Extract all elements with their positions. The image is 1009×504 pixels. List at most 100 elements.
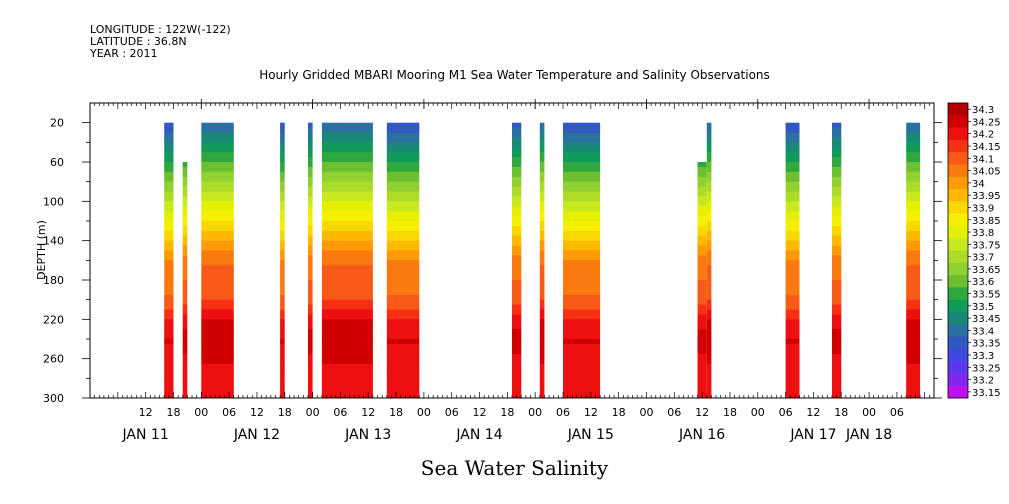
salinity-cell (785, 260, 800, 266)
salinity-cell (308, 304, 313, 310)
salinity-cell (906, 388, 921, 394)
salinity-cell (706, 388, 712, 394)
salinity-cell (706, 191, 712, 197)
salinity-cell (308, 319, 313, 325)
x-tick-label: 06 (445, 406, 459, 419)
salinity-cell (563, 221, 601, 227)
salinity-cell (563, 171, 601, 178)
salinity-cell (280, 157, 285, 163)
salinity-cell (512, 216, 522, 222)
colorbar-label: 33.35 (972, 339, 1001, 350)
salinity-cell (201, 235, 234, 242)
day-label: JAN 11 (122, 427, 169, 443)
data-segment (706, 122, 712, 399)
salinity-cell (563, 348, 601, 355)
salinity-cell (906, 363, 921, 369)
salinity-cell (321, 309, 373, 315)
salinity-cell (906, 137, 921, 143)
salinity-cell (785, 393, 800, 399)
salinity-cell (280, 363, 285, 369)
salinity-cell (201, 171, 234, 178)
salinity-cell (563, 245, 601, 251)
data-segment (539, 122, 545, 399)
salinity-cell (182, 368, 188, 374)
salinity-cell (906, 358, 921, 365)
salinity-cell (706, 216, 712, 222)
salinity-cell (539, 383, 545, 389)
salinity-cell (706, 289, 712, 296)
salinity-cell (280, 230, 285, 237)
salinity-cell (539, 166, 545, 173)
salinity-cell (539, 122, 545, 129)
salinity-cell (280, 314, 285, 320)
salinity-cell (386, 127, 420, 133)
salinity-cell (539, 358, 545, 365)
salinity-cell (201, 388, 234, 394)
y-tick-label: 20 (50, 117, 64, 130)
salinity-cell (563, 363, 601, 369)
salinity-cell (386, 142, 420, 148)
day-label: JAN 13 (344, 427, 391, 443)
salinity-cell (386, 378, 420, 384)
colorbar-swatch (948, 287, 968, 300)
salinity-cell (539, 280, 545, 286)
salinity-cell (321, 280, 373, 286)
salinity-cell (201, 284, 234, 291)
salinity-cell (906, 353, 921, 360)
salinity-cell (539, 329, 545, 335)
salinity-cell (386, 211, 420, 217)
salinity-cell (512, 284, 522, 291)
salinity-cell (280, 245, 285, 251)
salinity-cell (386, 383, 420, 389)
salinity-cell (308, 186, 313, 192)
salinity-cell (182, 378, 188, 384)
salinity-cell (164, 166, 174, 173)
salinity-cell (832, 152, 842, 158)
salinity-cell (706, 363, 712, 369)
salinity-cell (563, 373, 601, 379)
salinity-cell (697, 265, 707, 271)
salinity-cell (785, 230, 800, 237)
salinity-cell (321, 255, 373, 261)
salinity-cell (512, 339, 522, 345)
salinity-cell (164, 132, 174, 138)
salinity-cell (539, 368, 545, 374)
chart-title: Hourly Gridded MBARI Mooring M1 Sea Wate… (259, 68, 770, 82)
salinity-cell (164, 378, 174, 384)
salinity-cell (706, 319, 712, 325)
salinity-cell (386, 235, 420, 242)
data-segment (182, 162, 188, 399)
day-label: JAN 12 (233, 427, 280, 443)
salinity-cell (697, 186, 707, 192)
salinity-cell (321, 137, 373, 143)
salinity-cell (706, 373, 712, 379)
salinity-cell (832, 270, 842, 276)
salinity-cell (697, 358, 707, 365)
salinity-cell (512, 334, 522, 340)
salinity-cell (906, 245, 921, 251)
salinity-cell (386, 147, 420, 153)
salinity-cell (280, 299, 285, 306)
salinity-cell (563, 260, 601, 266)
salinity-cell (785, 255, 800, 261)
salinity-cell (164, 358, 174, 365)
salinity-cell (706, 166, 712, 173)
salinity-cell (280, 206, 285, 212)
salinity-cell (832, 304, 842, 310)
salinity-cell (182, 363, 188, 369)
salinity-cell (182, 334, 188, 340)
salinity-cell (832, 216, 842, 222)
colorbar-label: 34.1 (972, 154, 994, 165)
salinity-cell (182, 383, 188, 389)
x-tick-label: 00 (417, 406, 431, 419)
salinity-cell (697, 343, 707, 350)
salinity-cell (321, 225, 373, 232)
salinity-cell (386, 122, 420, 129)
salinity-cell (563, 166, 601, 173)
salinity-cell (706, 230, 712, 237)
colorbar-label: 33.85 (972, 216, 1001, 227)
salinity-cell (512, 245, 522, 251)
salinity-cell (706, 137, 712, 143)
salinity-cell (280, 324, 285, 330)
salinity-cell (182, 235, 188, 242)
